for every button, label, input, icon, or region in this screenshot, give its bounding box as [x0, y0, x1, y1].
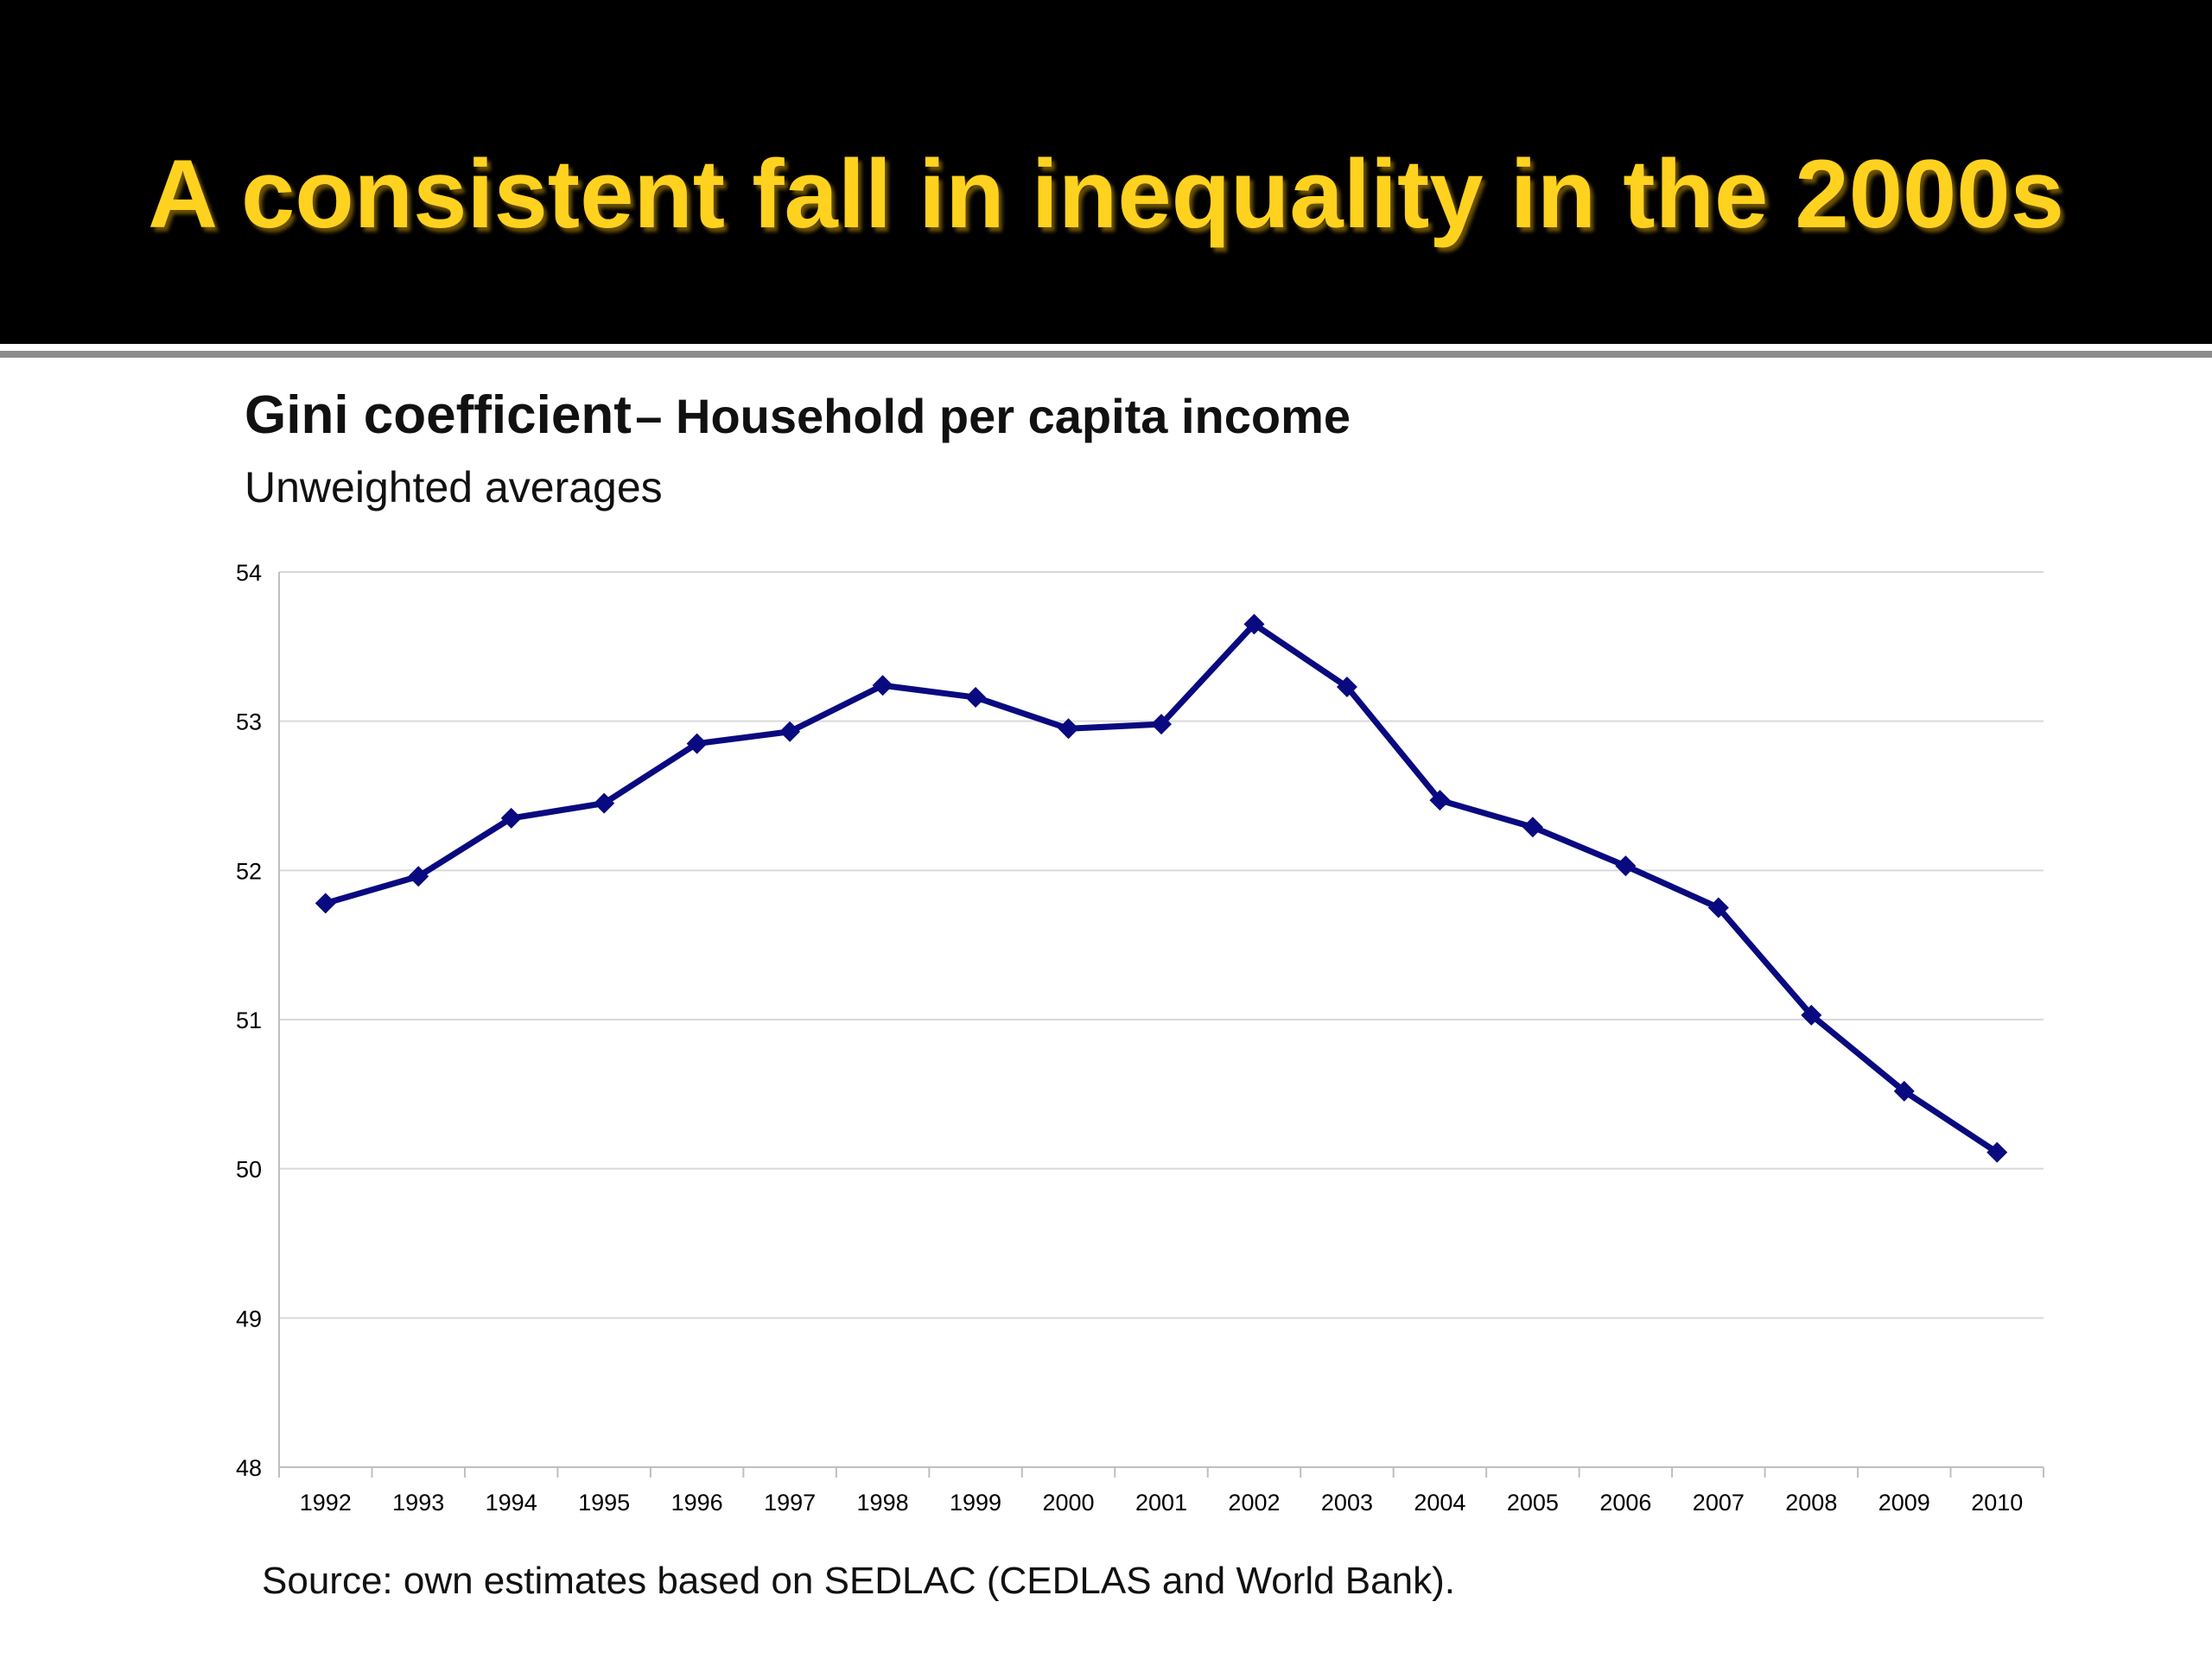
x-tick-label: 1996 — [671, 1490, 723, 1516]
x-tick-label: 2004 — [1414, 1490, 1465, 1516]
x-tick-label: 2007 — [1693, 1490, 1745, 1516]
x-tick-label: 1995 — [578, 1490, 630, 1516]
x-tick-label: 2006 — [1599, 1490, 1651, 1516]
x-tick-label: 2008 — [1785, 1490, 1837, 1516]
data-point-marker — [965, 687, 987, 709]
y-tick-label: 54 — [236, 560, 262, 586]
gridlines — [279, 571, 2044, 1319]
chart-title-suffix: – Household per capita income — [635, 389, 1351, 443]
x-tick-label: 2000 — [1042, 1490, 1094, 1516]
data-point-marker — [594, 792, 615, 814]
y-tick-label: 50 — [236, 1157, 262, 1183]
title-banner — [0, 0, 2212, 344]
data-point-marker — [1893, 1080, 1915, 1102]
series-line — [322, 620, 2000, 1156]
y-tick-label: 49 — [236, 1306, 262, 1332]
data-point-marker — [872, 675, 893, 696]
data-point-marker — [686, 733, 708, 754]
x-tick-label: 2009 — [1878, 1490, 1930, 1516]
data-point-marker — [315, 893, 336, 914]
data-point-marker — [500, 807, 522, 829]
x-tick-label: 2003 — [1321, 1490, 1373, 1516]
data-point-marker — [1522, 817, 1543, 838]
banner-divider — [0, 351, 2212, 358]
chart-title: Gini coefficient – Household per capita … — [245, 385, 1351, 446]
slide-title: A consistent fall in inequality in the 2… — [148, 140, 2064, 248]
x-tick-label: 1994 — [486, 1490, 537, 1516]
data-point-marker — [1336, 676, 1357, 697]
data-point-marker — [1615, 855, 1637, 877]
x-tick-label: 2005 — [1507, 1490, 1559, 1516]
x-tick-label: 1993 — [392, 1490, 444, 1516]
y-tick-label: 51 — [236, 1007, 262, 1033]
series-markers — [315, 613, 2008, 1163]
y-tick-label: 52 — [236, 858, 262, 884]
x-tick-label: 1992 — [300, 1490, 352, 1516]
y-tick-label: 53 — [236, 709, 262, 735]
source-note: Source: own estimates based on SEDLAC (C… — [262, 1560, 1455, 1602]
data-point-marker — [408, 866, 429, 887]
x-tick-label: 1997 — [764, 1490, 816, 1516]
data-point-marker — [1986, 1141, 2008, 1163]
x-tick-label: 2010 — [1971, 1490, 2023, 1516]
x-tick-label: 2002 — [1228, 1490, 1280, 1516]
chart-subtitle: Unweighted averages — [245, 463, 663, 512]
axes: 48 49 50 51 52 53 54 1992 1993 1994 1995 1996 1997 19… — [236, 560, 2044, 1516]
data-point-marker — [1151, 714, 1172, 735]
data-point-marker — [1707, 897, 1729, 918]
data-point-marker — [779, 721, 801, 742]
chart-title-main: Gini coefficient — [245, 385, 632, 445]
data-point-marker — [1429, 790, 1451, 811]
x-tick-label: 2001 — [1135, 1490, 1187, 1516]
x-tick-label: 1999 — [950, 1490, 1001, 1516]
data-point-marker — [1801, 1004, 1822, 1026]
x-tick-label: 1998 — [857, 1490, 909, 1516]
y-tick-label: 48 — [236, 1455, 262, 1481]
series-line-layer — [322, 620, 2000, 1156]
data-point-marker — [1243, 613, 1265, 635]
data-point-marker — [1058, 718, 1079, 740]
